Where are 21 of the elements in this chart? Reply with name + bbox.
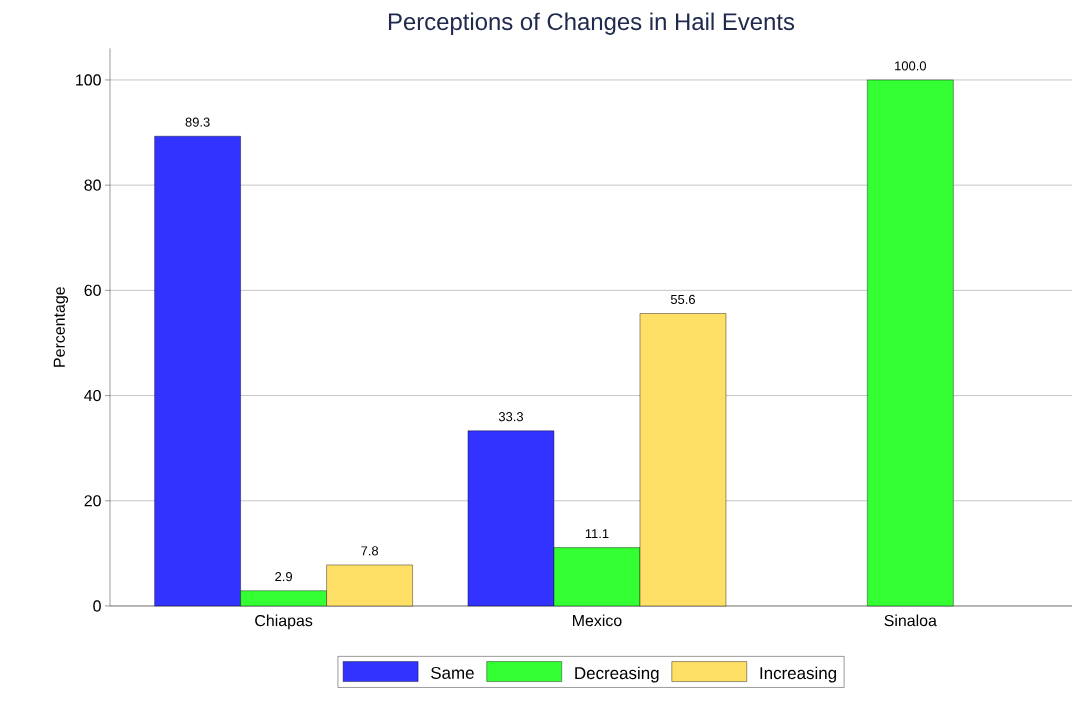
legend-label: Decreasing: [575, 666, 659, 683]
data-label: 33.3: [498, 412, 523, 422]
data-label: 7.8: [361, 546, 379, 556]
x-tick-label: Mexico: [573, 614, 622, 627]
y-axis-title: Percentage: [53, 287, 69, 367]
x-tick-label: Chiapas: [255, 614, 313, 630]
x-tick-label: Sinaloa: [884, 614, 937, 627]
data-label: 100.0: [895, 61, 927, 71]
chart-title: Perceptions of Changes in Hail Events: [388, 12, 795, 35]
y-tick-label: 20: [84, 495, 101, 507]
data-label: 11.1: [585, 529, 609, 539]
y-tick-label: 80: [84, 179, 101, 191]
y-tick-label: 100: [76, 74, 101, 86]
y-tick-label: 0: [93, 600, 101, 612]
data-label: 55.6: [670, 294, 695, 304]
legend-label: Same: [431, 666, 474, 679]
y-tick-label: 40: [84, 389, 101, 402]
data-label: 89.3: [185, 117, 210, 127]
data-label: 2.9: [275, 572, 292, 582]
y-tick-label: 60: [84, 284, 101, 296]
legend-label: Increasing: [760, 666, 837, 683]
